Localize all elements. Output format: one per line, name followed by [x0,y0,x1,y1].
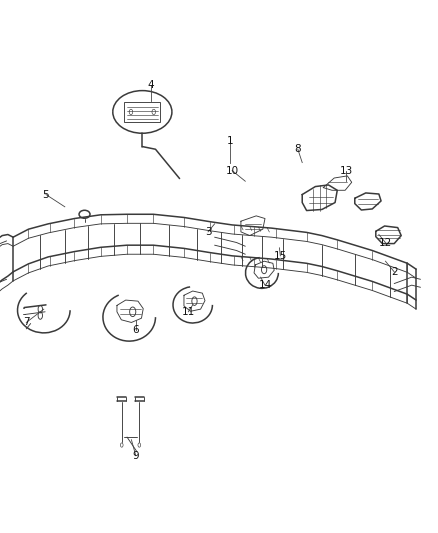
Text: 1: 1 [226,136,233,146]
Text: 5: 5 [42,190,49,199]
Text: 10: 10 [226,166,239,175]
Text: 6: 6 [132,326,139,335]
Bar [124,102,160,122]
Text: 11: 11 [182,307,195,317]
Text: 9: 9 [132,451,139,461]
Text: 2: 2 [391,267,398,277]
Text: 15: 15 [274,251,287,261]
Text: 12: 12 [379,238,392,247]
Text: 4: 4 [148,80,155,90]
Text: 14: 14 [258,280,272,290]
Text: 8: 8 [294,144,301,154]
Text: 7: 7 [23,318,30,327]
Text: 3: 3 [205,227,212,237]
Text: 13: 13 [339,166,353,175]
